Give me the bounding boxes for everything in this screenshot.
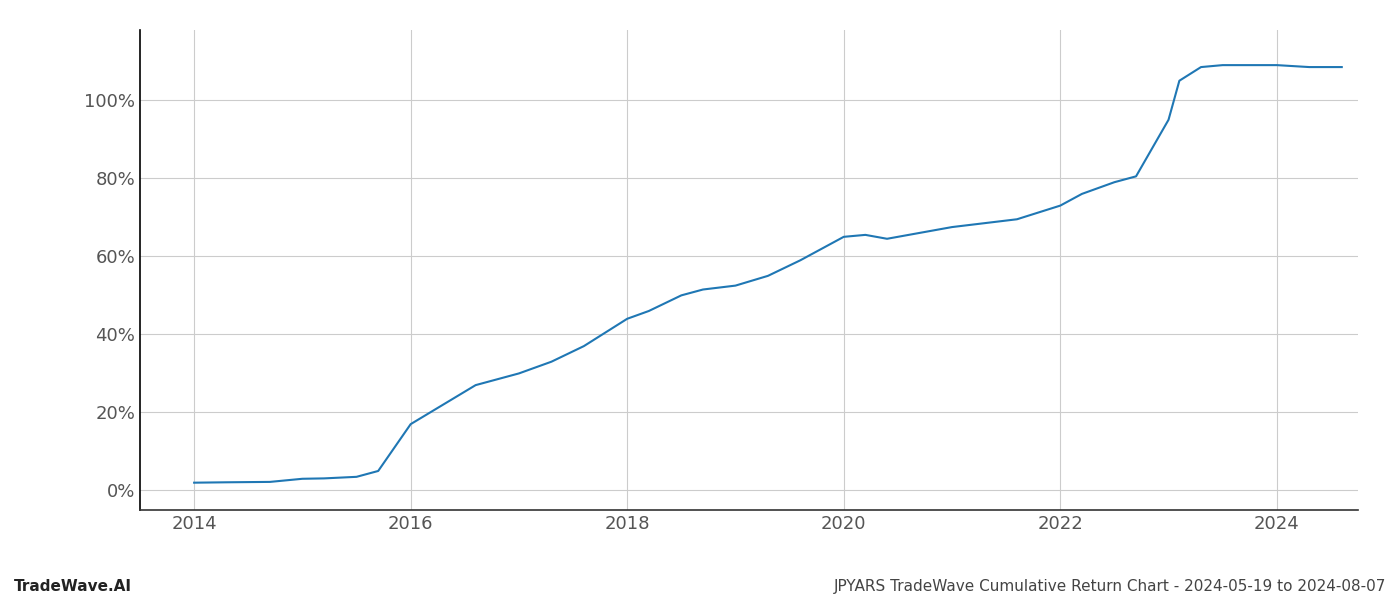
Text: TradeWave.AI: TradeWave.AI — [14, 579, 132, 594]
Text: JPYARS TradeWave Cumulative Return Chart - 2024-05-19 to 2024-08-07: JPYARS TradeWave Cumulative Return Chart… — [833, 579, 1386, 594]
